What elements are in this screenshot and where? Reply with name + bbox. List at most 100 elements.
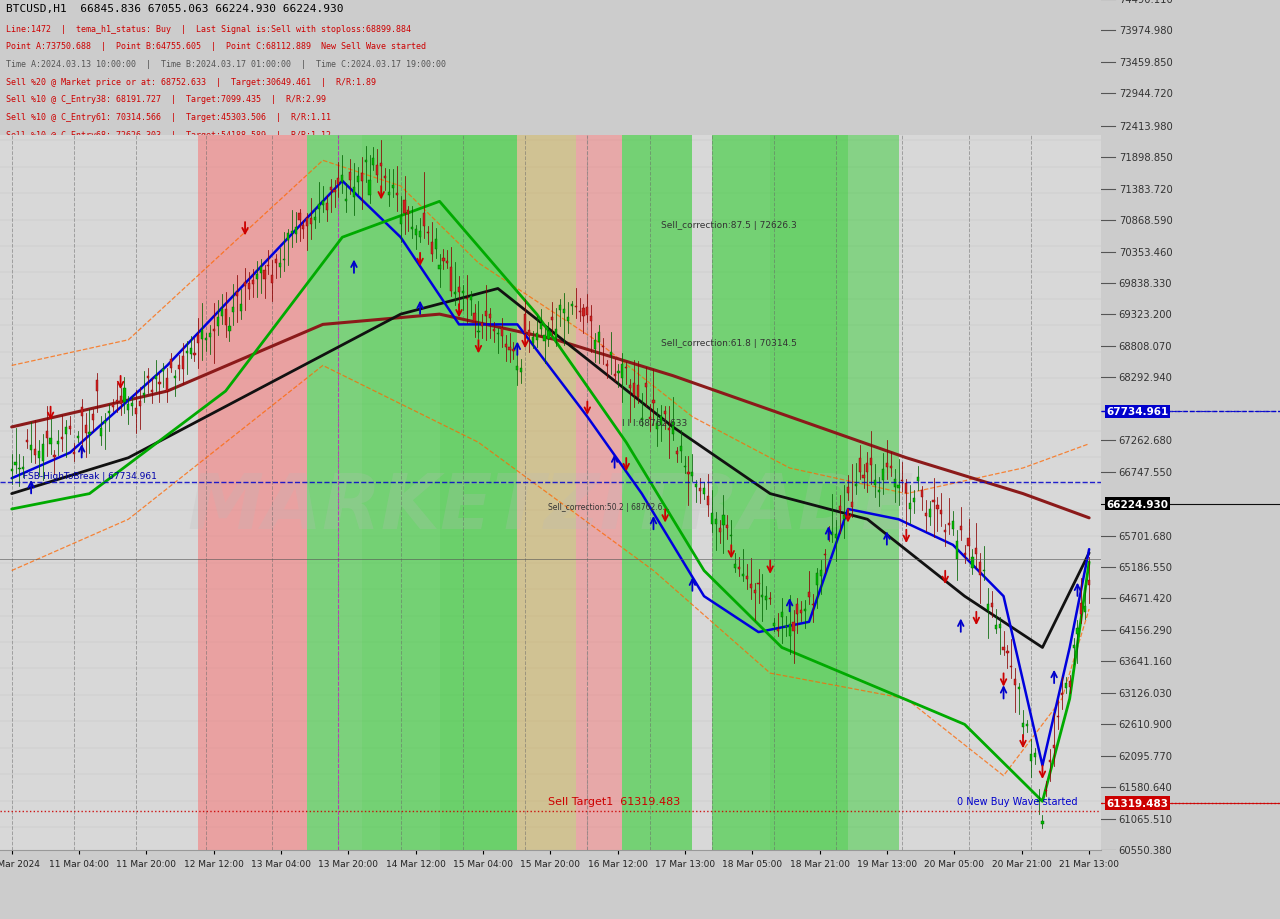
Bar	[396, 194, 398, 196]
Text: Sell_correction:87.5 | 72626.3: Sell_correction:87.5 | 72626.3	[662, 221, 797, 230]
Bar	[641, 419, 643, 420]
Bar	[1002, 648, 1005, 651]
Bar	[746, 576, 748, 579]
Bar	[645, 383, 646, 388]
Bar	[762, 595, 763, 596]
Text: 62095.770: 62095.770	[1119, 751, 1172, 761]
Bar	[500, 328, 503, 337]
Bar	[454, 293, 456, 294]
Bar	[726, 526, 728, 528]
Bar	[119, 396, 122, 404]
Bar	[376, 165, 379, 176]
Bar	[765, 596, 767, 601]
Bar	[261, 136, 307, 850]
Text: 72944.720: 72944.720	[1119, 89, 1172, 99]
Text: 65701.680: 65701.680	[1119, 531, 1172, 541]
Bar	[369, 181, 371, 196]
Bar	[668, 428, 671, 431]
Text: 68292.940: 68292.940	[1119, 373, 1172, 383]
Bar	[201, 331, 204, 339]
Bar	[804, 609, 806, 611]
Text: 71383.720: 71383.720	[1119, 185, 1172, 195]
Bar	[73, 452, 76, 454]
Bar	[905, 483, 908, 494]
Bar	[399, 217, 402, 225]
Bar	[77, 437, 79, 438]
Bar	[298, 214, 301, 221]
Bar	[1046, 790, 1047, 791]
Bar	[975, 548, 978, 555]
Bar	[913, 499, 915, 503]
Bar	[758, 583, 759, 584]
Bar	[104, 421, 106, 424]
Bar	[69, 426, 72, 429]
Text: Sell %20 @ Market price or at: 68752.633  |  Target:30649.461  |  R/R:1.89: Sell %20 @ Market price or at: 68752.633…	[5, 77, 375, 86]
Bar	[260, 268, 261, 274]
Bar	[968, 539, 970, 547]
Text: FSB-HighToBreak | 67734.961: FSB-HighToBreak | 67734.961	[23, 472, 157, 481]
Bar	[430, 244, 433, 255]
Bar	[197, 335, 200, 343]
Bar	[851, 503, 852, 507]
Bar	[847, 488, 849, 494]
Bar	[886, 464, 888, 468]
Bar	[224, 310, 227, 326]
Bar	[392, 186, 394, 188]
Bar	[317, 205, 320, 210]
Bar	[995, 625, 997, 630]
Bar	[50, 438, 51, 444]
Bar	[419, 232, 421, 238]
Bar	[96, 381, 99, 391]
Text: Point A:73750.688  |  Point B:64755.605  |  Point C:68112.889  New Sell Wave sta: Point A:73750.688 | Point B:64755.605 | …	[5, 42, 425, 51]
Bar	[361, 174, 362, 182]
Bar	[531, 338, 534, 344]
Bar	[684, 466, 686, 468]
Bar	[439, 136, 517, 850]
Bar	[264, 271, 265, 280]
Bar	[481, 323, 484, 326]
Bar	[598, 333, 600, 342]
Bar	[365, 161, 366, 163]
Bar	[54, 456, 55, 458]
Bar	[812, 604, 814, 606]
Bar	[703, 488, 705, 494]
Bar	[735, 564, 736, 568]
Bar	[932, 501, 934, 502]
Bar	[520, 369, 522, 372]
Bar	[42, 445, 44, 461]
Bar	[771, 136, 847, 850]
Bar	[964, 554, 965, 555]
Bar	[497, 334, 499, 335]
Bar	[302, 226, 305, 230]
Bar	[512, 350, 515, 351]
Bar	[88, 433, 91, 435]
Bar	[863, 475, 864, 479]
Bar	[10, 470, 13, 471]
Bar	[220, 310, 223, 317]
Bar	[342, 176, 343, 183]
Bar	[536, 334, 538, 340]
Bar	[815, 573, 818, 585]
Bar	[228, 327, 230, 331]
Bar	[151, 391, 152, 392]
Bar	[209, 334, 211, 338]
Bar	[193, 354, 196, 356]
Text: 64671.420: 64671.420	[1119, 594, 1172, 604]
Bar	[987, 605, 989, 610]
Bar	[808, 593, 810, 597]
Bar	[143, 394, 145, 395]
Bar	[882, 470, 884, 481]
Bar	[590, 317, 593, 322]
Bar	[609, 353, 612, 356]
Text: Sell %10 @ C_Entry68: 72626.303  |  Target:54188.589  |  R/R:1.12: Sell %10 @ C_Entry68: 72626.303 | Target…	[5, 130, 330, 140]
Bar	[493, 330, 495, 332]
Bar	[540, 323, 541, 330]
Bar	[952, 521, 954, 529]
Bar	[447, 262, 448, 264]
Bar	[909, 504, 911, 509]
Bar	[613, 374, 616, 377]
Bar	[248, 283, 250, 289]
Bar	[781, 612, 783, 618]
Bar	[1065, 683, 1066, 688]
Bar	[357, 176, 358, 183]
